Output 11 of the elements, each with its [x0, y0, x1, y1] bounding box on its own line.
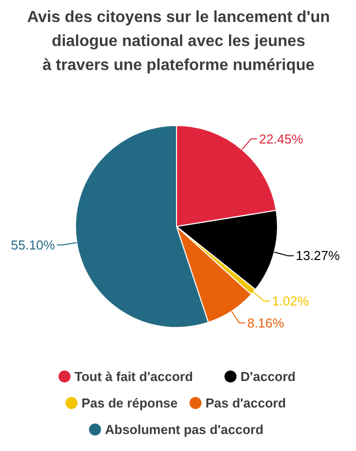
legend-label: D'accord: [240, 369, 296, 384]
data-label: 1.02%: [272, 294, 310, 309]
chart-title: Avis des citoyens sur le lancement d'un dialogue national avec les jeunes à travers une plateforme numérique: [27, 9, 330, 74]
data-label: 22.45%: [259, 131, 304, 146]
data-label: 8.16%: [247, 315, 285, 330]
legend-label: Absolument pas d'accord: [105, 422, 264, 437]
legend-label: Tout à fait d'accord: [74, 369, 193, 384]
data-label: 13.27%: [296, 248, 340, 264]
data-label: 55.10%: [10, 237, 56, 252]
legend-label: Pas de réponse: [82, 396, 178, 410]
legend-label: Pas d'accord: [206, 396, 286, 410]
